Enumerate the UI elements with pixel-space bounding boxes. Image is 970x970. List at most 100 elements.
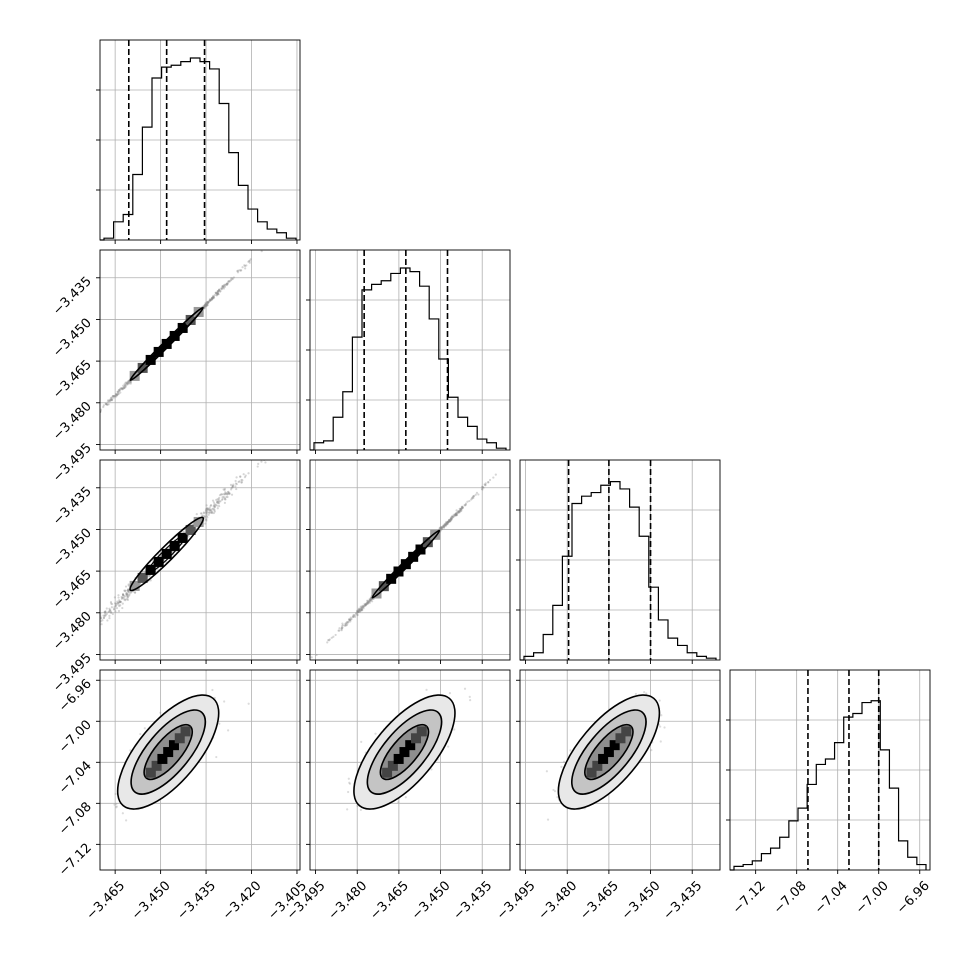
sample-point [223,498,227,501]
sample-point [223,497,226,500]
sample-point [130,590,133,593]
sample-point [117,388,120,392]
sample-point [442,525,445,528]
sample-point [104,402,107,405]
sample-point [350,617,353,621]
sample-point [231,277,234,280]
sample-point [210,297,213,300]
sample-point [107,610,110,614]
sample-point [360,609,363,612]
sample-point [222,287,226,290]
sample-point [205,518,208,521]
sample-point [366,601,369,604]
sample-point [208,298,212,301]
sample-point [104,610,107,614]
density-2-1 [310,473,497,659]
x-tick-label-0-3: −3.420 [220,878,265,923]
sample-point [117,392,120,395]
sample-point [440,525,444,529]
sample-point [447,521,450,524]
sample-point [359,808,362,811]
sample-point [113,607,116,610]
sample-point [126,589,129,592]
sample-point [127,381,131,384]
sample-point [360,605,363,608]
sample-point [117,392,120,395]
sample-point [472,494,475,498]
sample-point [461,506,465,509]
density-3-0 [113,688,250,822]
sample-point [369,598,372,601]
sample-point [120,595,123,599]
sample-point [345,623,348,627]
sample-point [111,398,114,401]
sample-point [221,285,224,288]
sample-point [343,624,346,627]
sample-point [235,483,238,486]
sample-point [114,604,117,607]
sample-point [223,283,226,286]
sample-point [448,520,451,523]
sample-point [341,624,344,627]
sample-point [225,283,229,287]
sample-point [215,294,218,297]
sample-point [457,510,461,513]
sample-point [223,493,226,496]
density-cell [161,548,172,559]
sample-point [481,488,484,491]
sample-point [356,610,360,613]
sample-point [451,515,455,518]
sample-point [443,526,446,529]
sample-point [446,521,449,524]
sample-point [440,527,444,531]
sample-point [91,633,93,635]
sample-point [88,632,90,634]
sample-point [369,598,372,601]
sample-point [143,727,146,730]
sample-point [118,599,121,602]
sample-point [483,483,486,486]
sample-point [328,638,331,641]
sample-point [110,611,113,614]
sample-point [116,393,119,396]
sample-point [240,269,243,272]
sample-point [121,592,125,596]
sample-point [264,461,267,464]
sample-point [445,522,448,525]
panel-frame-3-3 [729,669,931,871]
sample-point [212,505,215,508]
histogram-0 [100,57,297,241]
sample-point [216,290,219,293]
sample-point [231,484,234,488]
sample-point [348,618,351,621]
sample-point [448,692,452,695]
sample-point [363,602,366,606]
sample-point [472,496,475,499]
sample-point [220,287,223,290]
panel-frame-1-1 [309,249,511,451]
sample-point [226,492,229,496]
sample-point [109,608,112,611]
sample-point [369,599,372,602]
sample-point [220,498,224,502]
sample-point [108,614,111,617]
sample-point [203,304,207,308]
sample-point [95,619,97,621]
sample-point [104,403,108,406]
sample-point [477,493,480,496]
sample-point [125,383,128,386]
sample-point [442,524,445,528]
sample-point [364,603,367,606]
sample-point [216,504,219,507]
sample-point [209,299,212,302]
sample-point [102,404,105,407]
sample-point [357,609,360,612]
sample-point [107,399,111,403]
sample-point [235,487,238,491]
sample-point [210,510,214,513]
sample-point [94,415,96,417]
sample-point [112,394,116,398]
sample-point [260,460,263,463]
sample-point [118,604,121,608]
sample-point [223,487,227,490]
